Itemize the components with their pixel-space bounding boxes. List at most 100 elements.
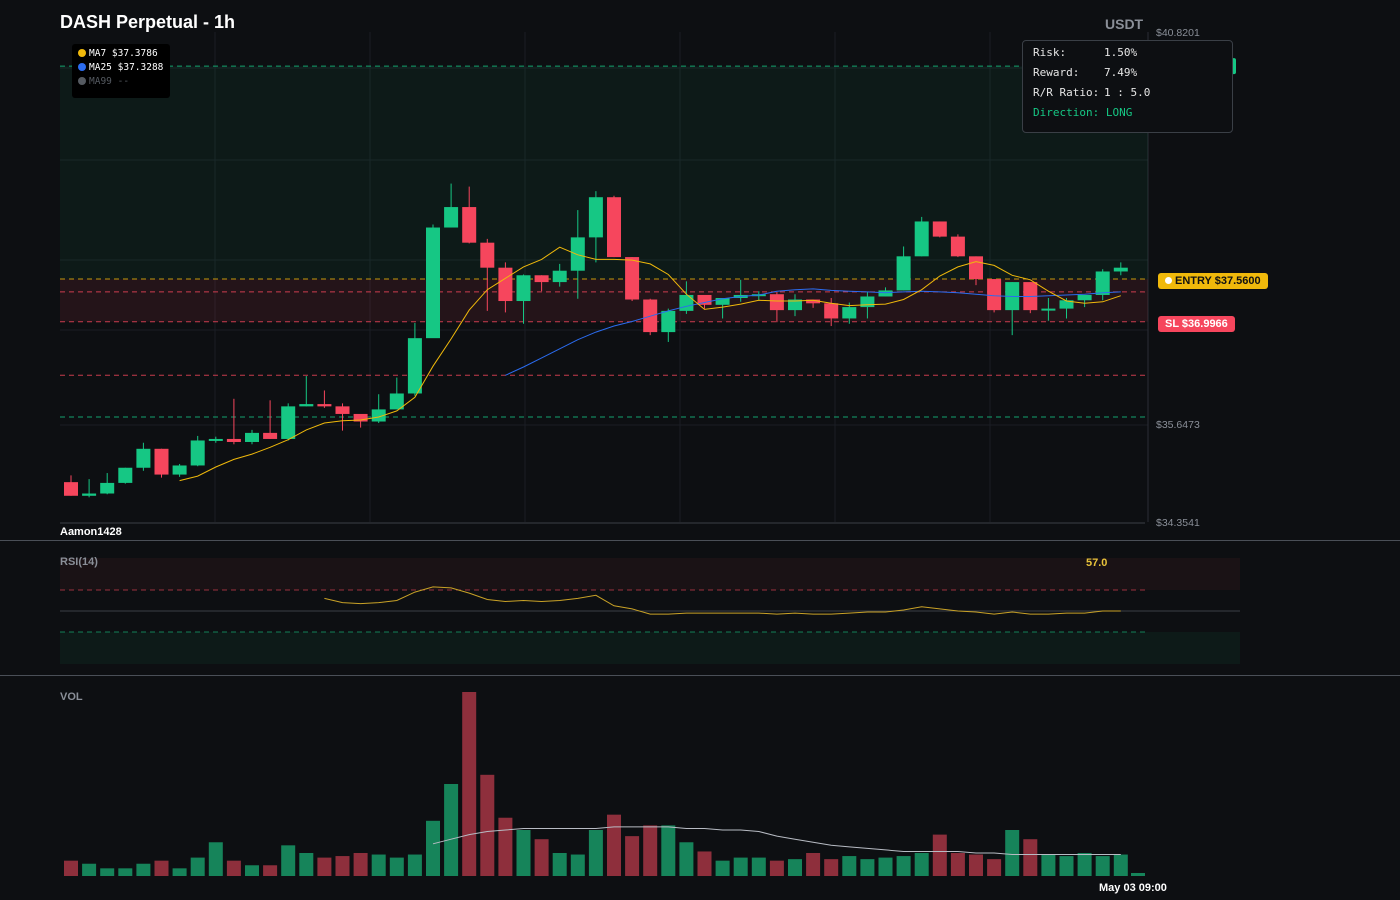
entry-label: ENTRY $37.5600 [1175, 275, 1261, 287]
candle-body [552, 270, 567, 283]
rsi-value: 57.0 [1086, 557, 1108, 569]
volume-bar [1095, 856, 1110, 876]
volume-bar [82, 863, 97, 876]
candle-body [842, 307, 857, 319]
volume-ma-line [432, 826, 1121, 855]
volume-bar [208, 842, 223, 876]
candle-body [263, 432, 278, 439]
candle-body [679, 294, 694, 311]
ma7-dot-icon [78, 49, 86, 57]
entry-tag[interactable]: ENTRY $37.5600 [1158, 273, 1268, 289]
risk-row: Risk: 1.50% [1033, 43, 1137, 63]
volume-bar [806, 853, 821, 876]
direction-label: Direction: [1033, 106, 1100, 119]
direction-row: Direction: LONG [1033, 103, 1132, 123]
candle-body [136, 448, 151, 468]
reward-row: Reward: 7.49% [1033, 63, 1137, 83]
volume-bar [625, 836, 640, 876]
rsi-line [324, 586, 1121, 615]
candle-body [607, 197, 621, 258]
candle-body [1095, 271, 1110, 295]
candle-body [190, 440, 205, 466]
volume-bar [480, 774, 495, 876]
candle-body [245, 432, 259, 442]
candle-body [317, 404, 332, 407]
volume-bar [299, 853, 314, 876]
ma7-label: MA7 [89, 48, 107, 59]
quote-currency: USDT [1105, 16, 1144, 32]
candle-body [480, 242, 495, 268]
volume-bar [842, 856, 857, 876]
ma99-label: MA99 [89, 76, 112, 87]
volume-bar [788, 859, 802, 876]
volume-bar [245, 865, 259, 876]
ma99-legend-item: MA99 -- [78, 75, 129, 89]
candle-body [697, 294, 712, 305]
volume-bar [860, 859, 875, 876]
candle-body [1077, 294, 1092, 301]
candle-body [969, 256, 983, 280]
ma99-dot-icon [78, 77, 86, 85]
candle-body [788, 299, 802, 311]
ma25-label: MA25 [89, 62, 112, 73]
volume-bar [118, 868, 133, 876]
volume-bar [426, 820, 440, 876]
candle-body [806, 299, 821, 304]
volume-bar [751, 857, 766, 876]
volume-bar [1041, 854, 1056, 876]
volume-bar [154, 860, 169, 876]
volume-bar [896, 856, 911, 876]
entry-dot-icon [1165, 277, 1172, 284]
volume-bar [1113, 854, 1128, 876]
risk-reward-box: Risk: 1.50% Reward: 7.49% R/R Ratio: 1 : 5.… [1022, 40, 1233, 133]
volume-bar [969, 854, 983, 876]
candle-body [570, 237, 585, 271]
candle-body [932, 221, 947, 237]
volume-bar [389, 857, 404, 876]
stop-loss-tag[interactable]: SL $36.9966 [1158, 316, 1235, 332]
volume-bar [444, 784, 459, 876]
volume-bar [1059, 856, 1074, 876]
volume-bar [987, 859, 1002, 876]
volume-bar [733, 857, 748, 876]
volume-bar [1077, 853, 1092, 876]
volume-bar [607, 814, 621, 876]
ma25-value: $37.3288 [117, 62, 164, 73]
ma25-legend-item: MA25 $37.3288 [78, 61, 163, 75]
candle-body [987, 279, 1002, 311]
candle-body [950, 236, 965, 257]
volume-bar [100, 868, 115, 876]
volume-bar [588, 830, 603, 876]
volume-bar [371, 854, 386, 876]
candle-body [154, 448, 169, 475]
price-tick-label: $34.3541 [1156, 517, 1200, 529]
risk-label: Risk: [1033, 46, 1067, 59]
candle-body [534, 275, 549, 283]
candle-body [426, 227, 440, 339]
volume-bar [498, 817, 513, 876]
candle-body [389, 393, 404, 410]
volume-bar [679, 842, 694, 876]
rsi-overbought-zone [60, 558, 1240, 590]
ma7-value: $37.3786 [111, 48, 158, 59]
volume-bar [697, 851, 712, 876]
price-tick-label: $40.8201 [1156, 27, 1200, 39]
volume-bar [914, 853, 929, 876]
volume-bar [172, 868, 187, 876]
candle-body [896, 256, 911, 291]
candle-body [226, 438, 241, 442]
candle-body [444, 207, 459, 228]
ma7-legend-item: MA7 $37.3786 [78, 47, 158, 61]
candle-body [172, 465, 187, 475]
volume-bar [769, 860, 784, 876]
candle-body [1113, 267, 1128, 272]
reward-value: 7.49% [1104, 66, 1138, 79]
volume-bar [1005, 830, 1020, 876]
ma99-value: -- [117, 76, 130, 87]
volume-bar [407, 854, 422, 876]
rr-ratio-value: 1 : 5.0 [1104, 86, 1151, 99]
volume-bar [715, 860, 730, 876]
ma-legend: MA7 $37.3786 MA25 $37.3288 MA99 -- [72, 44, 170, 98]
candle-body [588, 197, 603, 238]
